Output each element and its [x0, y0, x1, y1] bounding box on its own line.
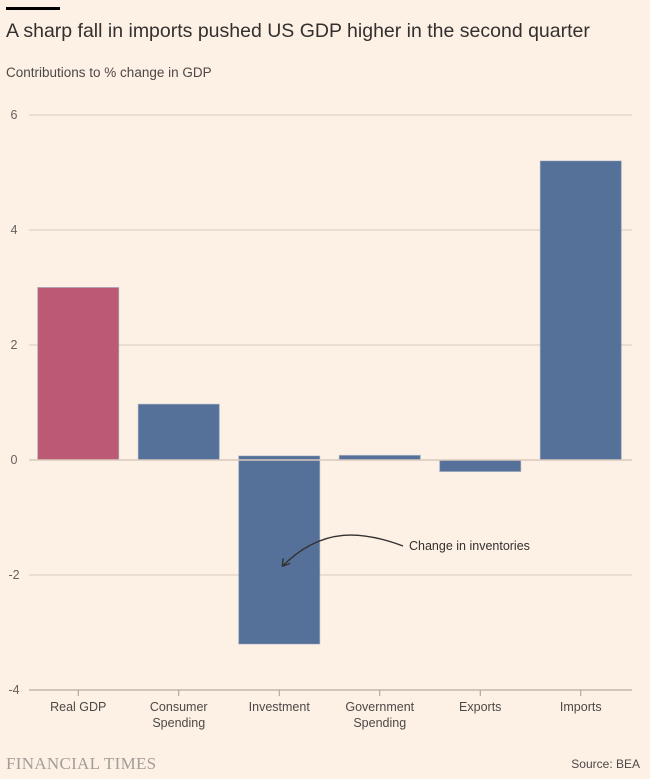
bar-investment — [238, 455, 321, 645]
y-tick-label: 0 — [11, 453, 18, 467]
y-tick-label: 6 — [11, 108, 18, 122]
annotation-label: Change in inventories — [409, 539, 530, 553]
x-tick-label: Exports — [459, 700, 501, 714]
source-note: Source: BEA — [571, 757, 640, 771]
annotation-arrow — [281, 534, 404, 567]
y-tick-label: 4 — [11, 223, 18, 237]
y-tick-label: -4 — [8, 683, 19, 697]
x-tick-label: Real GDP — [50, 700, 106, 714]
bar-consumer-spending — [137, 403, 220, 461]
x-tick-label: Consumer Spending — [150, 700, 208, 730]
bar-imports — [539, 160, 622, 461]
x-tick-label: Government Spending — [345, 700, 414, 730]
bars — [29, 160, 632, 645]
y-tick-label: 2 — [11, 338, 18, 352]
bar-real-gdp — [37, 287, 120, 461]
chart-title: A sharp fall in imports pushed US GDP hi… — [6, 20, 590, 42]
y-tick-label: -2 — [8, 568, 19, 582]
x-tick-label: Investment — [249, 700, 311, 714]
x-axis: Real GDP Consumer Spending Investment Govern… — [50, 690, 602, 730]
arrowhead-icon — [281, 558, 291, 568]
annotations: Change in inventories — [281, 534, 530, 568]
gridlines: -4 -2 0 2 4 6 — [8, 108, 632, 697]
bar-exports — [439, 459, 522, 472]
ft-top-rule — [6, 7, 60, 10]
x-tick-label: Imports — [560, 700, 602, 714]
financial-times-logo: FINANCIAL TIMES — [6, 754, 157, 773]
chart-subtitle: Contributions to % change in GDP — [6, 65, 212, 80]
